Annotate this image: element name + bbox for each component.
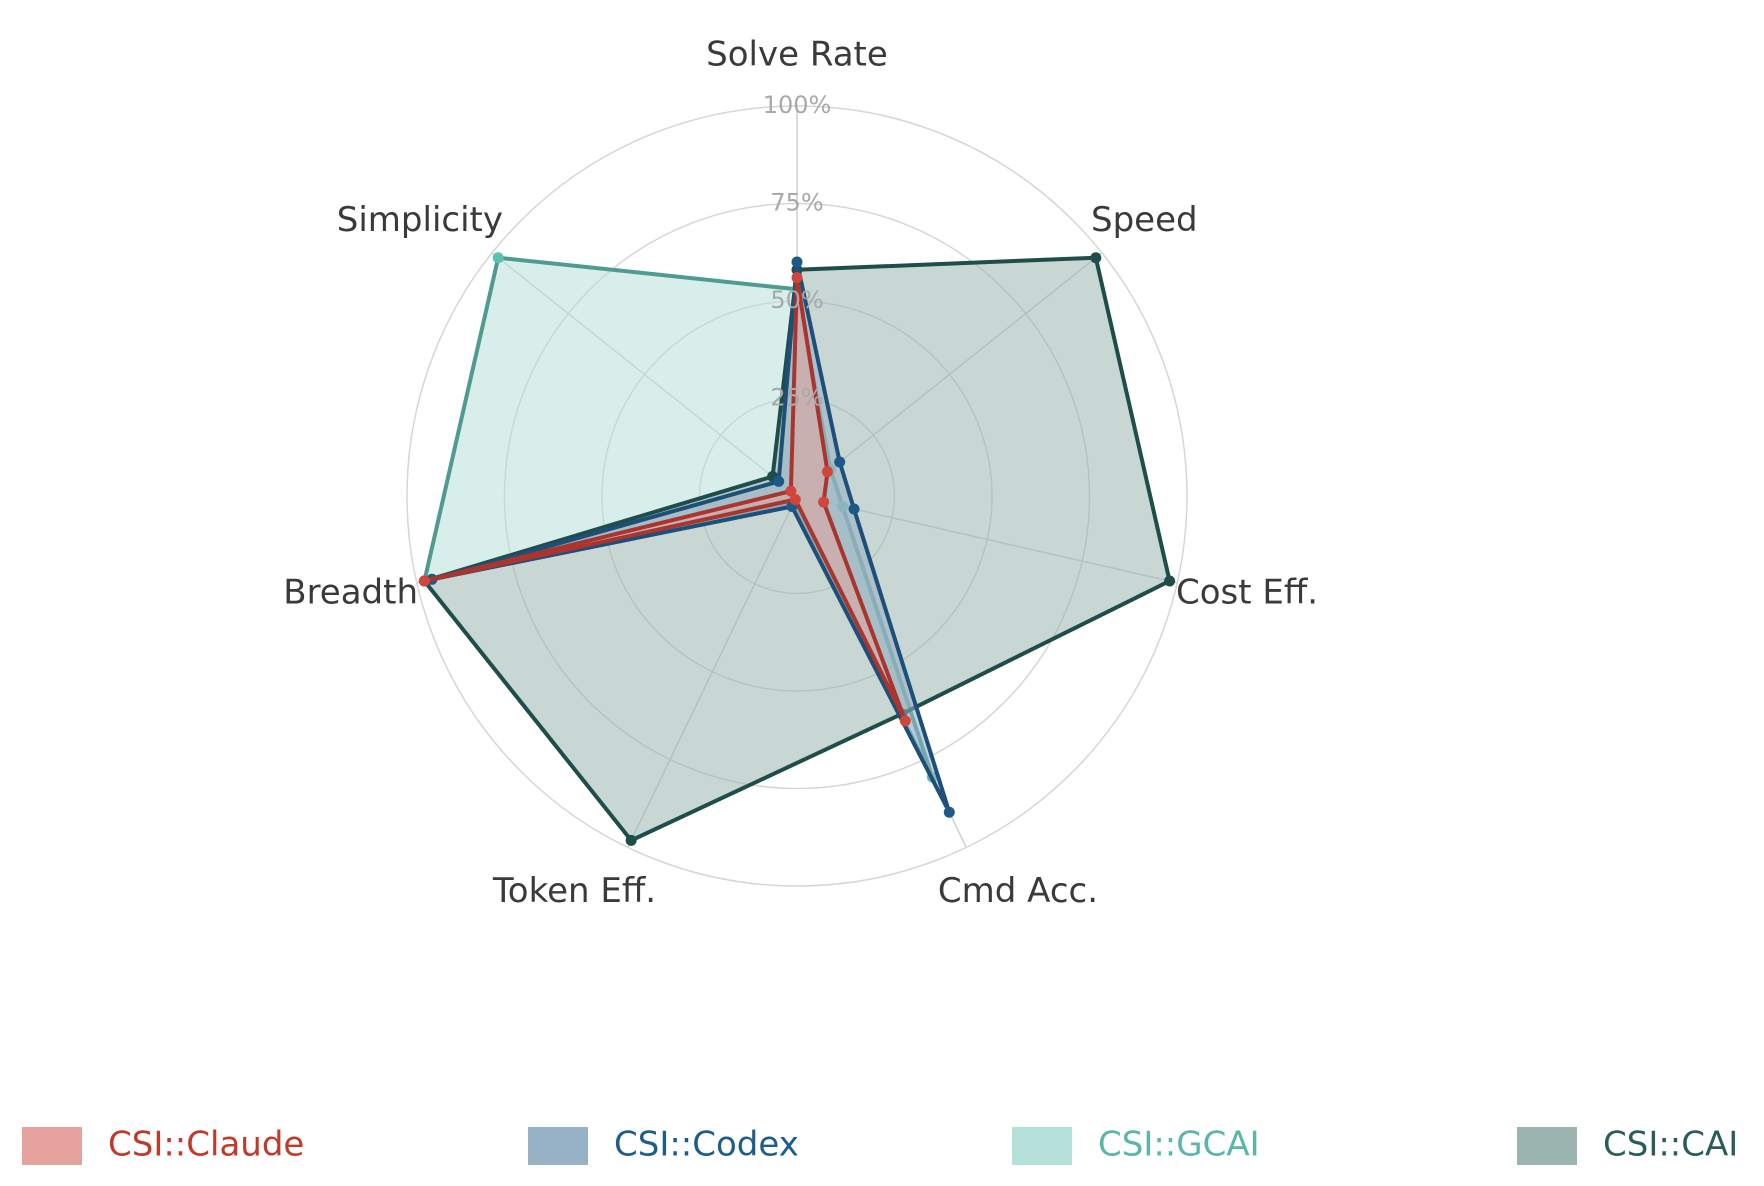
line-csi-cai xyxy=(422,255,1172,843)
legend-swatch-csi-cai xyxy=(1517,1127,1577,1165)
series-csi-claude xyxy=(418,272,911,727)
legend-swatch-csi-gcai xyxy=(1012,1127,1072,1165)
axis-label-speed: Speed xyxy=(1091,200,1198,240)
legend-item-csi-codex: CSI::Codex xyxy=(528,1125,799,1165)
legend-swatch-csi-codex xyxy=(528,1127,588,1165)
area-csi-codex xyxy=(432,262,950,813)
axis-label-breadth: Breadth xyxy=(283,572,418,612)
axis-label-token-eff: Token Eff. xyxy=(492,871,656,911)
point-csi-codex-cmd-acc xyxy=(943,806,955,818)
legend-item-csi-claude: CSI::Claude xyxy=(22,1125,304,1165)
series-layer xyxy=(418,252,1176,846)
legend-label-csi-claude: CSI::Claude xyxy=(108,1125,304,1165)
axis-labels: Solve Rate Speed Cost Eff. Cmd Acc. Token Ef… xyxy=(283,35,1318,911)
legend-label-csi-cai: CSI::CAI xyxy=(1603,1125,1738,1165)
tick-label-50: 50% xyxy=(770,286,823,314)
point-csi-claude-simplicity xyxy=(785,485,797,497)
point-csi-claude-cost-eff xyxy=(818,496,830,508)
point-csi-claude-token-eff xyxy=(789,494,801,506)
point-csi-gcai-simplicity xyxy=(492,252,504,264)
legend-swatch-csi-claude xyxy=(22,1127,82,1165)
point-csi-codex-cost-eff xyxy=(848,503,860,515)
line-csi-codex xyxy=(430,260,952,815)
point-csi-cai-speed xyxy=(1090,252,1102,264)
axis-label-solve-rate: Solve Rate xyxy=(706,35,888,75)
point-csi-claude-speed xyxy=(821,466,833,478)
tick-labels: 25% 50% 75% 100% xyxy=(763,91,832,412)
tick-label-100: 100% xyxy=(763,91,832,119)
point-csi-claude-cmd-acc xyxy=(899,715,911,727)
axis-label-simplicity: Simplicity xyxy=(337,200,503,240)
legend-label-csi-gcai: CSI::GCAI xyxy=(1098,1125,1260,1165)
tick-label-75: 75% xyxy=(770,189,823,217)
legend-item-csi-gcai: CSI::GCAI xyxy=(1012,1125,1260,1165)
area-csi-cai xyxy=(424,257,1170,841)
point-csi-cai-cost-eff xyxy=(1164,575,1176,587)
tick-label-25: 25% xyxy=(770,384,823,412)
area-csi-claude xyxy=(424,277,906,721)
legend: CSI::Claude CSI::Codex CSI::GCAI CSI::CAI xyxy=(22,1125,1738,1165)
point-csi-cai-token-eff xyxy=(625,834,637,846)
legend-label-csi-codex: CSI::Codex xyxy=(614,1125,799,1165)
point-csi-codex-solve-rate xyxy=(791,256,803,268)
axis-label-cost-eff: Cost Eff. xyxy=(1176,572,1318,612)
legend-item-csi-cai: CSI::CAI xyxy=(1517,1125,1738,1165)
point-csi-claude-breadth xyxy=(418,575,430,587)
axis-label-cmd-acc: Cmd Acc. xyxy=(938,871,1098,911)
point-csi-claude-solve-rate xyxy=(791,272,803,284)
point-csi-codex-simplicity xyxy=(773,475,785,487)
point-csi-codex-speed xyxy=(834,456,846,468)
